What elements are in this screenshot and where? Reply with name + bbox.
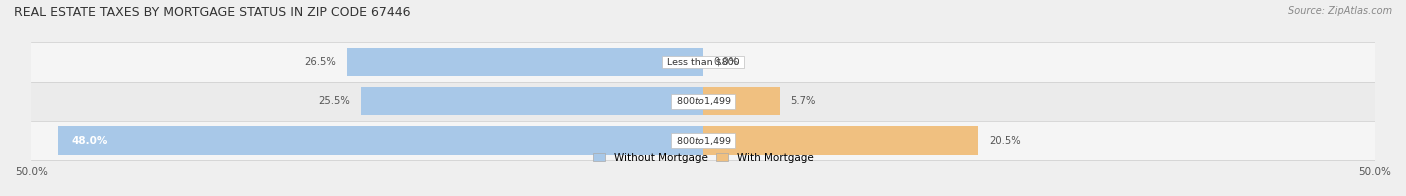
Text: Source: ZipAtlas.com: Source: ZipAtlas.com (1288, 6, 1392, 16)
Bar (31, 82, 1375, 121)
Bar (31, 43, 1375, 82)
Bar (347, 48, 703, 76)
Text: 20.5%: 20.5% (988, 136, 1021, 146)
Text: Less than $800: Less than $800 (664, 58, 742, 67)
Bar (703, 126, 979, 155)
Bar (31, 121, 1375, 160)
Text: 5.7%: 5.7% (790, 96, 815, 106)
Text: REAL ESTATE TAXES BY MORTGAGE STATUS IN ZIP CODE 67446: REAL ESTATE TAXES BY MORTGAGE STATUS IN … (14, 6, 411, 19)
Text: $800 to $1,499: $800 to $1,499 (673, 95, 733, 107)
Legend: Without Mortgage, With Mortgage: Without Mortgage, With Mortgage (589, 148, 817, 167)
Text: 25.5%: 25.5% (318, 96, 350, 106)
Text: $800 to $1,499: $800 to $1,499 (673, 135, 733, 147)
Bar (58, 126, 703, 155)
Bar (360, 87, 703, 115)
Text: 0.0%: 0.0% (714, 57, 740, 67)
Text: 26.5%: 26.5% (305, 57, 336, 67)
Bar (703, 87, 779, 115)
Text: 48.0%: 48.0% (72, 136, 108, 146)
